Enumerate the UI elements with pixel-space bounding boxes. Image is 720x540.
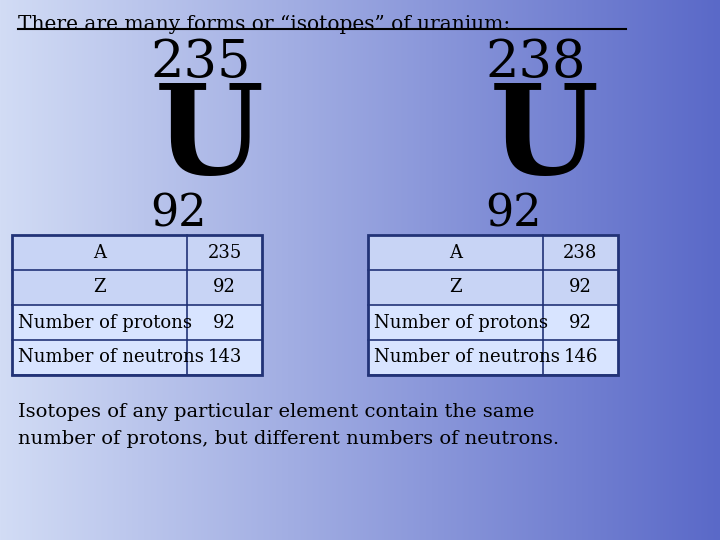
FancyBboxPatch shape [12, 340, 187, 375]
FancyBboxPatch shape [543, 305, 618, 340]
FancyBboxPatch shape [543, 270, 618, 305]
Text: Isotopes of any particular element contain the same: Isotopes of any particular element conta… [18, 403, 534, 421]
Text: 238: 238 [485, 37, 585, 88]
Bar [12, 235, 262, 375]
FancyBboxPatch shape [368, 270, 543, 305]
FancyBboxPatch shape [187, 270, 262, 305]
FancyBboxPatch shape [368, 305, 543, 340]
FancyBboxPatch shape [543, 235, 618, 270]
Text: Number of protons: Number of protons [18, 314, 192, 332]
Text: 92: 92 [150, 192, 207, 235]
Text: 238: 238 [563, 244, 598, 261]
FancyBboxPatch shape [368, 235, 543, 270]
FancyBboxPatch shape [12, 235, 187, 270]
FancyBboxPatch shape [368, 340, 543, 375]
Bar [368, 235, 618, 375]
Text: A: A [449, 244, 462, 261]
Text: Number of neutrons: Number of neutrons [18, 348, 204, 367]
Text: Z: Z [93, 279, 106, 296]
FancyBboxPatch shape [12, 305, 187, 340]
Text: U: U [155, 79, 264, 200]
Text: 92: 92 [485, 192, 541, 235]
Text: 235: 235 [207, 244, 242, 261]
Text: 92: 92 [213, 314, 236, 332]
FancyBboxPatch shape [12, 270, 187, 305]
FancyBboxPatch shape [543, 340, 618, 375]
Text: 92: 92 [569, 314, 592, 332]
FancyBboxPatch shape [187, 340, 262, 375]
Text: U: U [490, 79, 599, 200]
FancyBboxPatch shape [187, 235, 262, 270]
FancyBboxPatch shape [187, 305, 262, 340]
Text: 146: 146 [563, 348, 598, 367]
Text: Number of protons: Number of protons [374, 314, 548, 332]
Text: A: A [93, 244, 106, 261]
Text: 235: 235 [150, 37, 251, 88]
Text: Number of neutrons: Number of neutrons [374, 348, 560, 367]
Text: Z: Z [449, 279, 462, 296]
Text: 143: 143 [207, 348, 242, 367]
Text: There are many forms or “isotopes” of uranium:: There are many forms or “isotopes” of ur… [18, 15, 510, 34]
Text: 92: 92 [569, 279, 592, 296]
Text: 92: 92 [213, 279, 236, 296]
Text: number of protons, but different numbers of neutrons.: number of protons, but different numbers… [18, 430, 559, 448]
